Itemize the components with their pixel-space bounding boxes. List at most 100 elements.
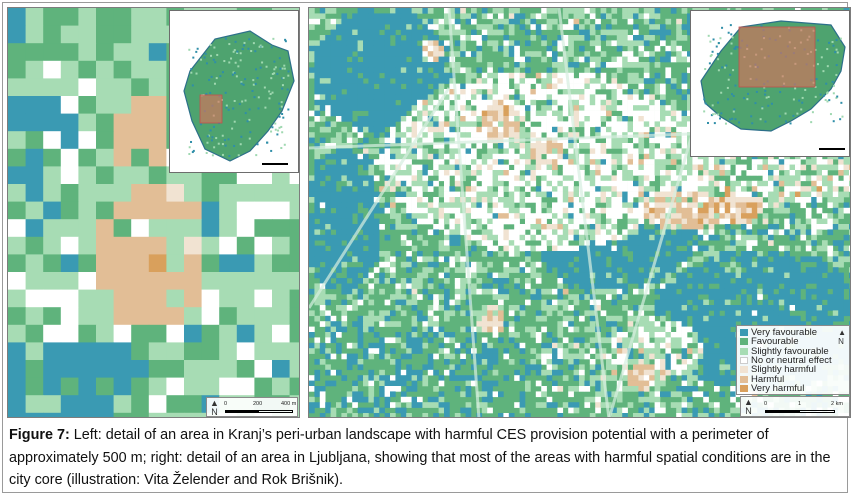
map-cell: [395, 137, 402, 144]
map-cell: [724, 202, 731, 209]
map-cell: [330, 326, 337, 333]
map-cell: [557, 288, 564, 295]
map-cell: [514, 229, 520, 236]
map-cell: [708, 288, 715, 295]
map-cell: [600, 72, 607, 79]
map-cell: [487, 234, 493, 241]
map-cell: [784, 261, 790, 268]
map-cell: [703, 180, 709, 187]
map-cell: [616, 62, 623, 68]
map-cell: [795, 288, 801, 295]
map-cell: [654, 116, 661, 122]
map-cell: [584, 121, 591, 128]
map-cell: [406, 164, 412, 171]
map-cell: [589, 56, 596, 63]
map-cell: [384, 256, 391, 263]
map-cell: [411, 132, 418, 138]
map-cell: [687, 148, 693, 155]
map-cell: [595, 180, 601, 187]
inset-speckle: [244, 112, 247, 115]
map-cell: [400, 105, 407, 111]
map-cell: [535, 218, 542, 225]
map-cell: [616, 153, 623, 160]
map-cell: [319, 148, 326, 155]
map-cell: [330, 51, 337, 57]
map-cell: [400, 24, 407, 30]
map-cell: [336, 326, 342, 333]
map-cell: [816, 191, 823, 198]
map-cell: [535, 186, 542, 192]
map-cell: [411, 51, 418, 57]
map-cell: [805, 305, 812, 311]
map-cell: [487, 132, 493, 138]
map-cell: [454, 294, 461, 300]
map-cell: [438, 283, 445, 290]
map-cell: [773, 283, 780, 290]
map-cell: [314, 170, 321, 176]
map-cell: [476, 175, 483, 182]
map-cell: [508, 72, 515, 79]
map-cell: [703, 245, 709, 252]
map-cell: [697, 164, 704, 171]
map-cell: [762, 164, 769, 171]
map-cell: [131, 113, 150, 132]
map-cell: [687, 251, 693, 257]
map-cell: [352, 170, 358, 176]
map-cell: [438, 245, 445, 252]
map-cell: [384, 315, 391, 322]
map-cell: [633, 251, 639, 257]
map-cell: [535, 13, 542, 20]
map-cell: [606, 121, 612, 128]
map-cell: [557, 224, 564, 230]
map-cell: [43, 395, 62, 414]
map-cell: [352, 175, 358, 182]
map-cell: [390, 116, 396, 122]
map-cell: [735, 310, 742, 317]
map-cell: [735, 240, 742, 246]
map-cell: [449, 24, 456, 30]
map-cell: [816, 267, 823, 273]
map-cell: [406, 332, 412, 338]
map-cell: [166, 377, 185, 396]
map-cell: [379, 56, 385, 63]
map-cell: [325, 191, 331, 198]
map-cell: [768, 202, 774, 209]
left-inset-map: [183, 30, 295, 165]
map-cell: [341, 218, 348, 225]
map-cell: [708, 294, 715, 300]
map-cell: [568, 272, 574, 279]
map-cell: [665, 126, 672, 133]
map-cell: [514, 267, 520, 273]
map-cell: [730, 305, 736, 311]
map-cell: [314, 67, 321, 74]
map-cell: [444, 126, 450, 133]
scale-tick: 200: [253, 401, 263, 407]
map-cell: [562, 40, 569, 47]
map-cell: [417, 29, 423, 36]
map-cell: [422, 78, 429, 84]
map-cell: [379, 83, 385, 90]
map-cell: [487, 315, 493, 322]
map-cell: [643, 229, 650, 236]
map-cell: [681, 175, 688, 182]
map-cell: [325, 207, 331, 214]
map-cell: [400, 62, 407, 68]
map-cell: [546, 148, 553, 155]
map-cell: [390, 105, 396, 111]
map-cell: [697, 202, 704, 209]
map-cell: [654, 153, 661, 160]
map-cell: [406, 197, 412, 203]
map-cell: [352, 267, 358, 273]
inset-speckle: [190, 71, 193, 74]
map-cell: [643, 159, 650, 165]
map-cell: [481, 121, 488, 128]
map-cell: [816, 207, 823, 214]
map-cell: [665, 180, 672, 187]
map-cell: [8, 360, 26, 378]
map-cell: [768, 229, 774, 236]
map-cell: [346, 180, 353, 187]
map-cell: [384, 207, 391, 214]
map-cell: [552, 305, 558, 311]
map-cell: [379, 51, 385, 57]
map-cell: [546, 332, 553, 338]
